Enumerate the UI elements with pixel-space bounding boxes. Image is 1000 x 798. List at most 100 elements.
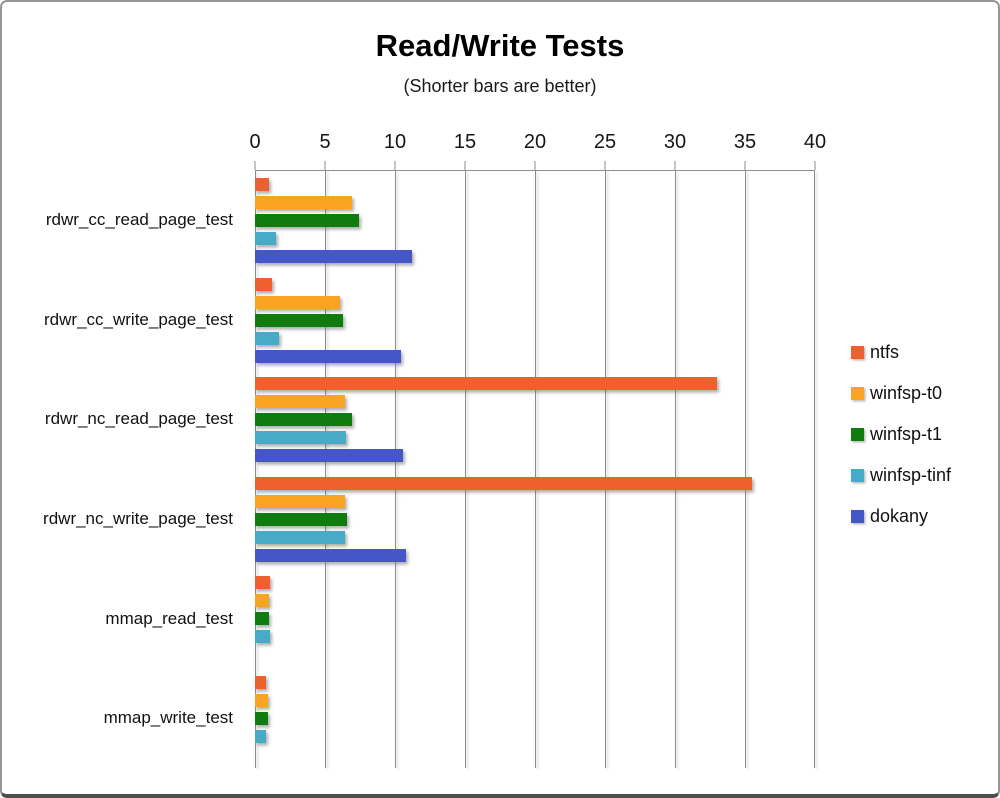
bar-slot <box>255 349 815 363</box>
bar-slot <box>255 594 815 608</box>
x-tick-mark <box>324 161 326 170</box>
bar-winfsp-t1 <box>255 711 268 725</box>
x-tick-mark <box>464 161 466 170</box>
bar-group <box>255 370 815 470</box>
gridline <box>465 171 466 768</box>
bar-slot <box>255 214 815 228</box>
x-tick-mark <box>744 161 746 170</box>
bar-ntfs <box>255 576 271 590</box>
x-tick-mark <box>814 161 816 170</box>
gridline <box>325 171 326 768</box>
bar-slot <box>255 377 815 391</box>
bar-ntfs <box>255 178 269 192</box>
category-label: mmap_read_test <box>105 608 233 628</box>
gridline <box>535 171 536 768</box>
bar-slot <box>255 729 815 743</box>
x-tick-label: 25 <box>593 131 617 153</box>
legend-item-ntfs: ntfs <box>851 342 951 362</box>
bar-slot <box>255 178 815 192</box>
bar-winfsp-t0 <box>255 594 269 608</box>
x-tick-label: 15 <box>453 131 477 153</box>
x-tick-label: 30 <box>663 131 687 153</box>
bar-winfsp-t0 <box>255 395 345 409</box>
chart-title: Read/Write Tests <box>375 28 625 63</box>
bar-slot <box>255 530 815 544</box>
bar-slot <box>255 413 815 427</box>
x-axis-tick-labels: 0 5 10 15 20 25 30 35 40 <box>249 131 826 155</box>
legend-swatch <box>851 386 864 400</box>
gridline <box>605 171 606 768</box>
bar-group <box>255 171 815 271</box>
bar-winfsp-tinf <box>255 232 276 246</box>
legend-label: winfsp-t1 <box>870 424 943 444</box>
bar-slot <box>255 313 815 327</box>
legend-swatch <box>851 509 864 523</box>
bar-slot <box>255 630 815 644</box>
bar-winfsp-t0 <box>255 196 352 210</box>
bar-slot <box>255 748 815 761</box>
category-label: rdwr_nc_read_page_test <box>44 409 233 429</box>
bar-winfsp-t1 <box>255 612 269 626</box>
x-tick-mark <box>674 161 676 170</box>
bar-slot <box>255 250 815 264</box>
legend-label: ntfs <box>870 342 900 362</box>
gridline <box>814 171 815 768</box>
bar-slot <box>255 232 815 246</box>
bar-winfsp-tinf <box>255 530 345 544</box>
bar-dokany <box>255 250 412 264</box>
bar-slot <box>255 431 815 445</box>
x-tick-mark <box>534 161 536 170</box>
bar-winfsp-t0 <box>255 693 268 707</box>
bar-group <box>255 669 815 769</box>
legend-label: dokany <box>870 506 929 526</box>
legend-swatch <box>851 427 864 441</box>
x-tick-mark <box>604 161 606 170</box>
bar-winfsp-t1 <box>255 214 359 228</box>
gridline <box>255 171 256 768</box>
legend-swatch <box>851 468 864 482</box>
bar-slot <box>255 295 815 309</box>
bar-slot <box>255 512 815 526</box>
legend-item-dokany: dokany <box>851 506 951 526</box>
bar-slot <box>255 196 815 210</box>
bar-winfsp-t0 <box>255 295 341 309</box>
category-label: rdwr_cc_write_page_test <box>44 309 233 329</box>
legend-label: winfsp-tinf <box>870 465 952 485</box>
chart-subtitle: (Shorter bars are better) <box>403 76 597 96</box>
bar-dokany <box>255 349 401 363</box>
x-tick-mark <box>394 161 396 170</box>
bar-slot <box>255 576 815 590</box>
bar-group <box>255 569 815 669</box>
bar-slot <box>255 675 815 689</box>
x-axis-tick-marks <box>254 161 816 170</box>
bar-winfsp-t1 <box>255 413 352 427</box>
bar-winfsp-tinf <box>255 331 279 345</box>
category-axis-labels: rdwr_cc_read_page_test rdwr_cc_write_page… <box>0 170 243 768</box>
bar-slot <box>255 449 815 463</box>
bar-ntfs <box>255 675 267 689</box>
bar-slot <box>255 612 815 626</box>
x-tick-label: 10 <box>383 131 407 153</box>
gridline <box>675 171 676 768</box>
bar-winfsp-tinf <box>255 729 267 743</box>
bar-dokany <box>255 449 404 463</box>
x-tick-label: 20 <box>523 131 547 153</box>
bar-dokany <box>255 548 407 562</box>
bar-slot <box>255 331 815 345</box>
bar-slot <box>255 548 815 562</box>
bar-group <box>255 271 815 371</box>
legend-swatch <box>851 345 864 359</box>
x-tick-label: 40 <box>803 131 827 153</box>
gridline <box>395 171 396 768</box>
legend-item-winfsp-t1: winfsp-t1 <box>851 424 951 444</box>
bar-group <box>255 470 815 570</box>
bar-winfsp-t1 <box>255 313 344 327</box>
gridline <box>745 171 746 768</box>
legend-item-winfsp-tinf: winfsp-tinf <box>851 465 952 485</box>
bar-winfsp-tinf <box>255 630 271 644</box>
legend-item-winfsp-t0: winfsp-t0 <box>851 384 951 402</box>
bar-slot <box>255 476 815 490</box>
bar-ntfs <box>255 277 272 291</box>
category-label: rdwr_nc_write_page_test <box>43 508 233 528</box>
